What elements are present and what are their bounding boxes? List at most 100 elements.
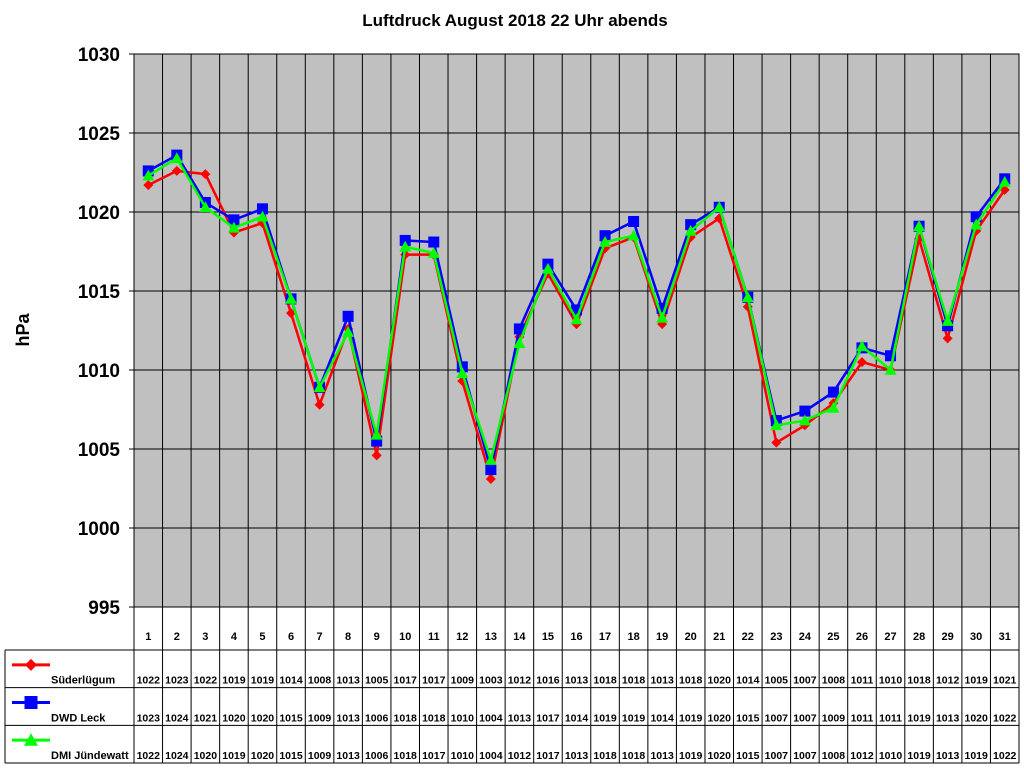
table-cell-dwd-leck: 1023: [137, 712, 161, 724]
table-cell-dmi-juendewatt: 1020: [708, 750, 732, 762]
data-point-suederluegum: [200, 169, 211, 180]
data-point-suederluegum: [371, 450, 382, 461]
table-cell-dwd-leck: 1013: [508, 712, 532, 724]
x-tick-label: 25: [827, 631, 839, 643]
data-point-dmi-juendewatt: [370, 428, 383, 440]
data-point-dmi-juendewatt: [970, 218, 983, 230]
x-tick-label: 19: [656, 631, 668, 643]
legend-marker-dmi-juendewatt: [24, 733, 38, 746]
table-cell-dwd-leck: 1007: [765, 712, 789, 724]
x-tick-label: 24: [799, 631, 812, 643]
table-cell-dwd-leck: 1013: [336, 712, 360, 724]
table-cell-dmi-juendewatt: 1010: [451, 750, 475, 762]
table-cell-suederluegum: 1018: [622, 675, 646, 687]
data-point-dwd-leck: [456, 361, 468, 373]
table-cell-dwd-leck: 1020: [222, 712, 246, 724]
data-point-dwd-leck: [599, 230, 611, 242]
table-cell-dmi-juendewatt: 1013: [565, 750, 589, 762]
y-tick-label: 1005: [78, 440, 121, 461]
data-point-dmi-juendewatt: [656, 311, 669, 323]
data-point-dmi-juendewatt: [770, 419, 783, 431]
table-cell-dwd-leck: 1014: [650, 712, 674, 724]
table-cell-dwd-leck: 1017: [536, 712, 560, 724]
table-cell-dmi-juendewatt: 1013: [936, 750, 960, 762]
data-point-dmi-juendewatt: [342, 326, 355, 337]
x-tick-label: 21: [713, 631, 725, 643]
table-cell-suederluegum: 1009: [451, 675, 475, 687]
data-point-dmi-juendewatt: [998, 175, 1011, 187]
table-cell-suederluegum: 1005: [765, 675, 789, 687]
data-point-dmi-juendewatt: [541, 262, 554, 274]
data-point-dmi-juendewatt: [313, 381, 326, 393]
data-point-dmi-juendewatt: [798, 414, 811, 426]
data-point-dmi-juendewatt: [142, 169, 155, 181]
table-cell-dmi-juendewatt: 1018: [593, 750, 617, 762]
legend-marker-suederluegum: [25, 658, 37, 671]
table-cell-suederluegum: 1020: [708, 675, 732, 687]
table-cell-dmi-juendewatt: 1009: [308, 750, 332, 762]
table-cell-suederluegum: 1019: [251, 675, 275, 687]
table-cell-dwd-leck: 1019: [679, 712, 703, 724]
x-tick-label: 14: [513, 631, 526, 643]
data-point-dmi-juendewatt: [285, 292, 298, 304]
table-cell-dwd-leck: 1018: [422, 712, 446, 724]
data-point-dwd-leck: [256, 203, 268, 215]
table-cell-dmi-juendewatt: 1020: [194, 750, 218, 762]
data-point-dwd-leck: [827, 386, 839, 398]
x-tick-label: 15: [542, 631, 554, 643]
x-tick-label: 6: [288, 631, 294, 643]
table-cell-dmi-juendewatt: 1015: [736, 750, 760, 762]
table-cell-dwd-leck: 1015: [279, 712, 303, 724]
x-tick-label: 9: [374, 631, 380, 643]
table-cell-suederluegum: 1022: [137, 675, 161, 687]
table-cell-dmi-juendewatt: 1013: [336, 750, 360, 762]
y-tick-label: 1015: [78, 282, 121, 303]
x-tick-label: 12: [456, 631, 468, 643]
y-tick-label: 1020: [78, 203, 120, 224]
table-cell-dmi-juendewatt: 1022: [137, 750, 161, 762]
data-point-suederluegum: [771, 437, 782, 448]
table-cell-suederluegum: 1013: [650, 675, 674, 687]
table-cell-dmi-juendewatt: 1017: [536, 750, 560, 762]
table-cell-dmi-juendewatt: 1007: [765, 750, 789, 762]
data-point-dwd-leck: [799, 405, 811, 417]
x-tick-label: 10: [399, 631, 411, 643]
table-cell-dmi-juendewatt: 1019: [222, 750, 246, 762]
y-tick-label: 1000: [78, 519, 120, 540]
x-tick-label: 3: [202, 631, 208, 643]
table-cell-dwd-leck: 1011: [851, 712, 874, 724]
table-cell-suederluegum: 1012: [508, 675, 532, 687]
data-point-dwd-leck: [628, 215, 640, 227]
x-tick-label: 2: [174, 631, 180, 643]
table-cell-dmi-juendewatt: 1024: [165, 750, 189, 762]
x-tick-label: 16: [570, 631, 582, 643]
table-cell-dwd-leck: 1015: [736, 712, 760, 724]
data-point-suederluegum: [485, 474, 496, 485]
table-cell-dwd-leck: 1014: [565, 712, 589, 724]
table-cell-suederluegum: 1014: [279, 675, 303, 687]
data-point-suederluegum: [171, 165, 182, 176]
data-point-dmi-juendewatt: [913, 220, 926, 232]
table-cell-dmi-juendewatt: 1019: [907, 750, 931, 762]
data-point-dmi-juendewatt: [741, 291, 754, 303]
data-point-dmi-juendewatt: [427, 247, 440, 258]
table-cell-dwd-leck: 1024: [165, 712, 189, 724]
table-cell-dmi-juendewatt: 1020: [251, 750, 275, 762]
legend-label-suederluegum: Süderlügum: [51, 675, 115, 687]
y-tick-label: 1010: [78, 361, 120, 382]
x-tick-label: 30: [970, 631, 982, 643]
y-tick-label: 995: [88, 598, 120, 619]
x-tick-label: 27: [884, 631, 896, 643]
x-tick-label: 5: [259, 631, 265, 643]
x-tick-label: 23: [770, 631, 782, 643]
x-tick-label: 4: [231, 631, 238, 643]
table-cell-dmi-juendewatt: 1012: [508, 750, 532, 762]
table-cell-suederluegum: 1019: [222, 675, 246, 687]
x-tick-label: 7: [317, 631, 323, 643]
table-cell-dwd-leck: 1011: [879, 712, 902, 724]
x-tick-label: 20: [685, 631, 697, 643]
table-cell-suederluegum: 1021: [993, 675, 1017, 687]
table-cell-suederluegum: 1022: [194, 675, 218, 687]
table-cell-dmi-juendewatt: 1010: [879, 750, 903, 762]
